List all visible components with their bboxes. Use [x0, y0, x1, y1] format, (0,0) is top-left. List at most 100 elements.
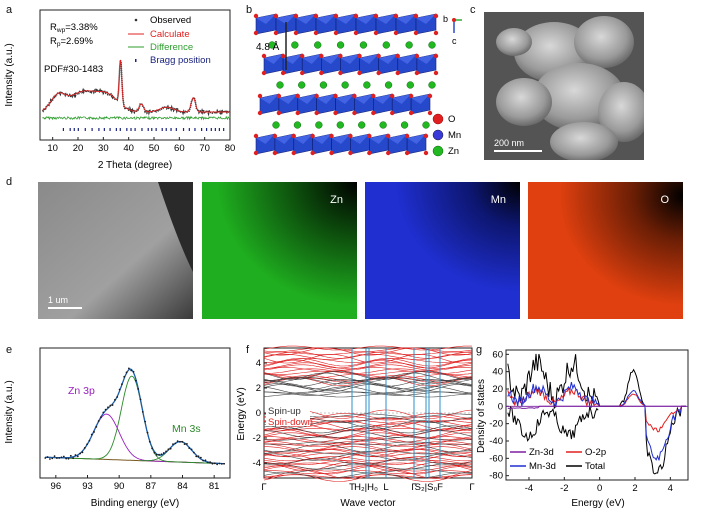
o-atom: [404, 133, 410, 139]
octahedron-face: [293, 134, 313, 144]
octahedron-face: [296, 14, 316, 24]
legend-observed-marker: [134, 18, 138, 22]
zn-atom: [358, 121, 366, 129]
bragg-tick: [218, 128, 220, 131]
band-line: [263, 458, 473, 465]
xps-point: [146, 431, 149, 434]
band-line: [263, 390, 473, 394]
y-axis-label: Intensity (a.u.): [4, 380, 15, 443]
legend-mn-label: Mn: [448, 130, 461, 141]
band-line: [263, 440, 473, 446]
o-atom: [280, 53, 286, 59]
band-line: [263, 443, 473, 447]
xps-point: [118, 388, 121, 391]
o-atom: [433, 53, 439, 59]
sem-scale-bar: 200 nm: [494, 138, 542, 152]
octahedron-face: [354, 94, 374, 104]
x-tick-label: 81: [209, 481, 220, 492]
octahedron-face: [392, 94, 412, 104]
zn-atom: [406, 81, 414, 89]
octahedron-face: [316, 14, 336, 24]
o-atom: [257, 93, 263, 99]
xps-point: [153, 451, 156, 454]
bragg-tick: [109, 128, 111, 131]
band-line: [263, 347, 473, 356]
o-atom: [276, 93, 282, 99]
band-line: [263, 376, 473, 382]
xps-point: [174, 442, 177, 445]
o-atom: [408, 93, 414, 99]
band-line: [263, 372, 473, 383]
y-tick-label: 4: [256, 358, 261, 369]
octahedron-face: [396, 14, 416, 24]
band-line: [263, 453, 473, 461]
x-tick-label: -4: [525, 483, 533, 494]
bragg-tick: [103, 128, 105, 131]
band-line: [263, 351, 473, 355]
legend-o2p: O-2p: [585, 447, 606, 458]
x-ticks: 10 20 30 40 50 60 70 80: [47, 137, 235, 154]
xps-point: [169, 447, 172, 450]
zn-atom: [422, 121, 430, 129]
zn-atom: [359, 41, 368, 49]
zn-atom: [341, 81, 349, 89]
x-axis-label: Wave vector: [340, 498, 396, 509]
xps-point: [199, 456, 202, 459]
o-atom: [295, 110, 300, 116]
o-atom: [280, 70, 286, 76]
panel-label-b: b: [246, 4, 253, 16]
o-atom: [314, 93, 319, 99]
zn3p-label: Zn 3p: [68, 385, 95, 397]
bragg-tick: [223, 128, 225, 131]
o-atom: [357, 70, 362, 76]
octahedron-face: [302, 54, 322, 64]
octahedron-face: [350, 134, 370, 144]
band-line: [263, 371, 472, 380]
zn-atom: [268, 41, 276, 49]
y-tick-label: 60: [492, 349, 503, 360]
bragg-tick: [205, 128, 208, 131]
eds-map-o: O: [528, 182, 683, 319]
k-point-label: S₂|S₀: [415, 482, 438, 493]
y-tick-label: 2: [256, 383, 261, 394]
o-atom: [433, 30, 439, 36]
o-atom: [390, 110, 395, 116]
o-atom: [427, 93, 433, 99]
octahedron-face: [274, 134, 294, 144]
o-atom: [433, 70, 439, 76]
xps-point: [197, 455, 200, 458]
band-line: [264, 391, 473, 396]
y-tick-label: 0: [498, 401, 503, 412]
o-atom: [310, 150, 315, 156]
y-tick-label: 40: [492, 367, 503, 378]
xps-point: [151, 447, 154, 450]
bragg-tick: [175, 128, 177, 131]
dos-legend: Zn-3d O-2p Mn-3d Total: [510, 447, 606, 472]
xps-point: [90, 433, 93, 436]
octahedron-face: [336, 14, 356, 24]
x-tick-label: 20: [73, 143, 84, 154]
o-atom: [395, 53, 400, 59]
k-point-lines: [351, 348, 441, 478]
o-atom: [333, 110, 338, 116]
xps-point: [81, 451, 84, 454]
band-structure-plot: 420-2-4 Γ T H₂|H₀ L ΓS₂|S₀ F Γ Energy (eV) Wav…: [236, 345, 475, 509]
plot-frame: [505, 349, 689, 481]
o-atom: [333, 13, 339, 19]
xps-point: [213, 462, 216, 465]
o-atom: [273, 13, 279, 19]
spin-down-label: Spin-down: [268, 417, 313, 428]
bragg-tick: [119, 128, 121, 131]
xps-point: [62, 455, 65, 458]
octahedron-face: [297, 94, 317, 104]
sem-image: 200 nm: [484, 12, 644, 160]
o-atom: [253, 30, 259, 36]
octahedron-face: [260, 94, 279, 104]
mno2-layers: [253, 13, 439, 156]
atom-legend: O Mn Zn: [432, 113, 461, 157]
o-atom: [373, 30, 379, 36]
bragg-tick: [84, 128, 86, 131]
xps-point: [181, 440, 184, 443]
xps-point: [69, 454, 72, 457]
band-line: [263, 345, 473, 351]
